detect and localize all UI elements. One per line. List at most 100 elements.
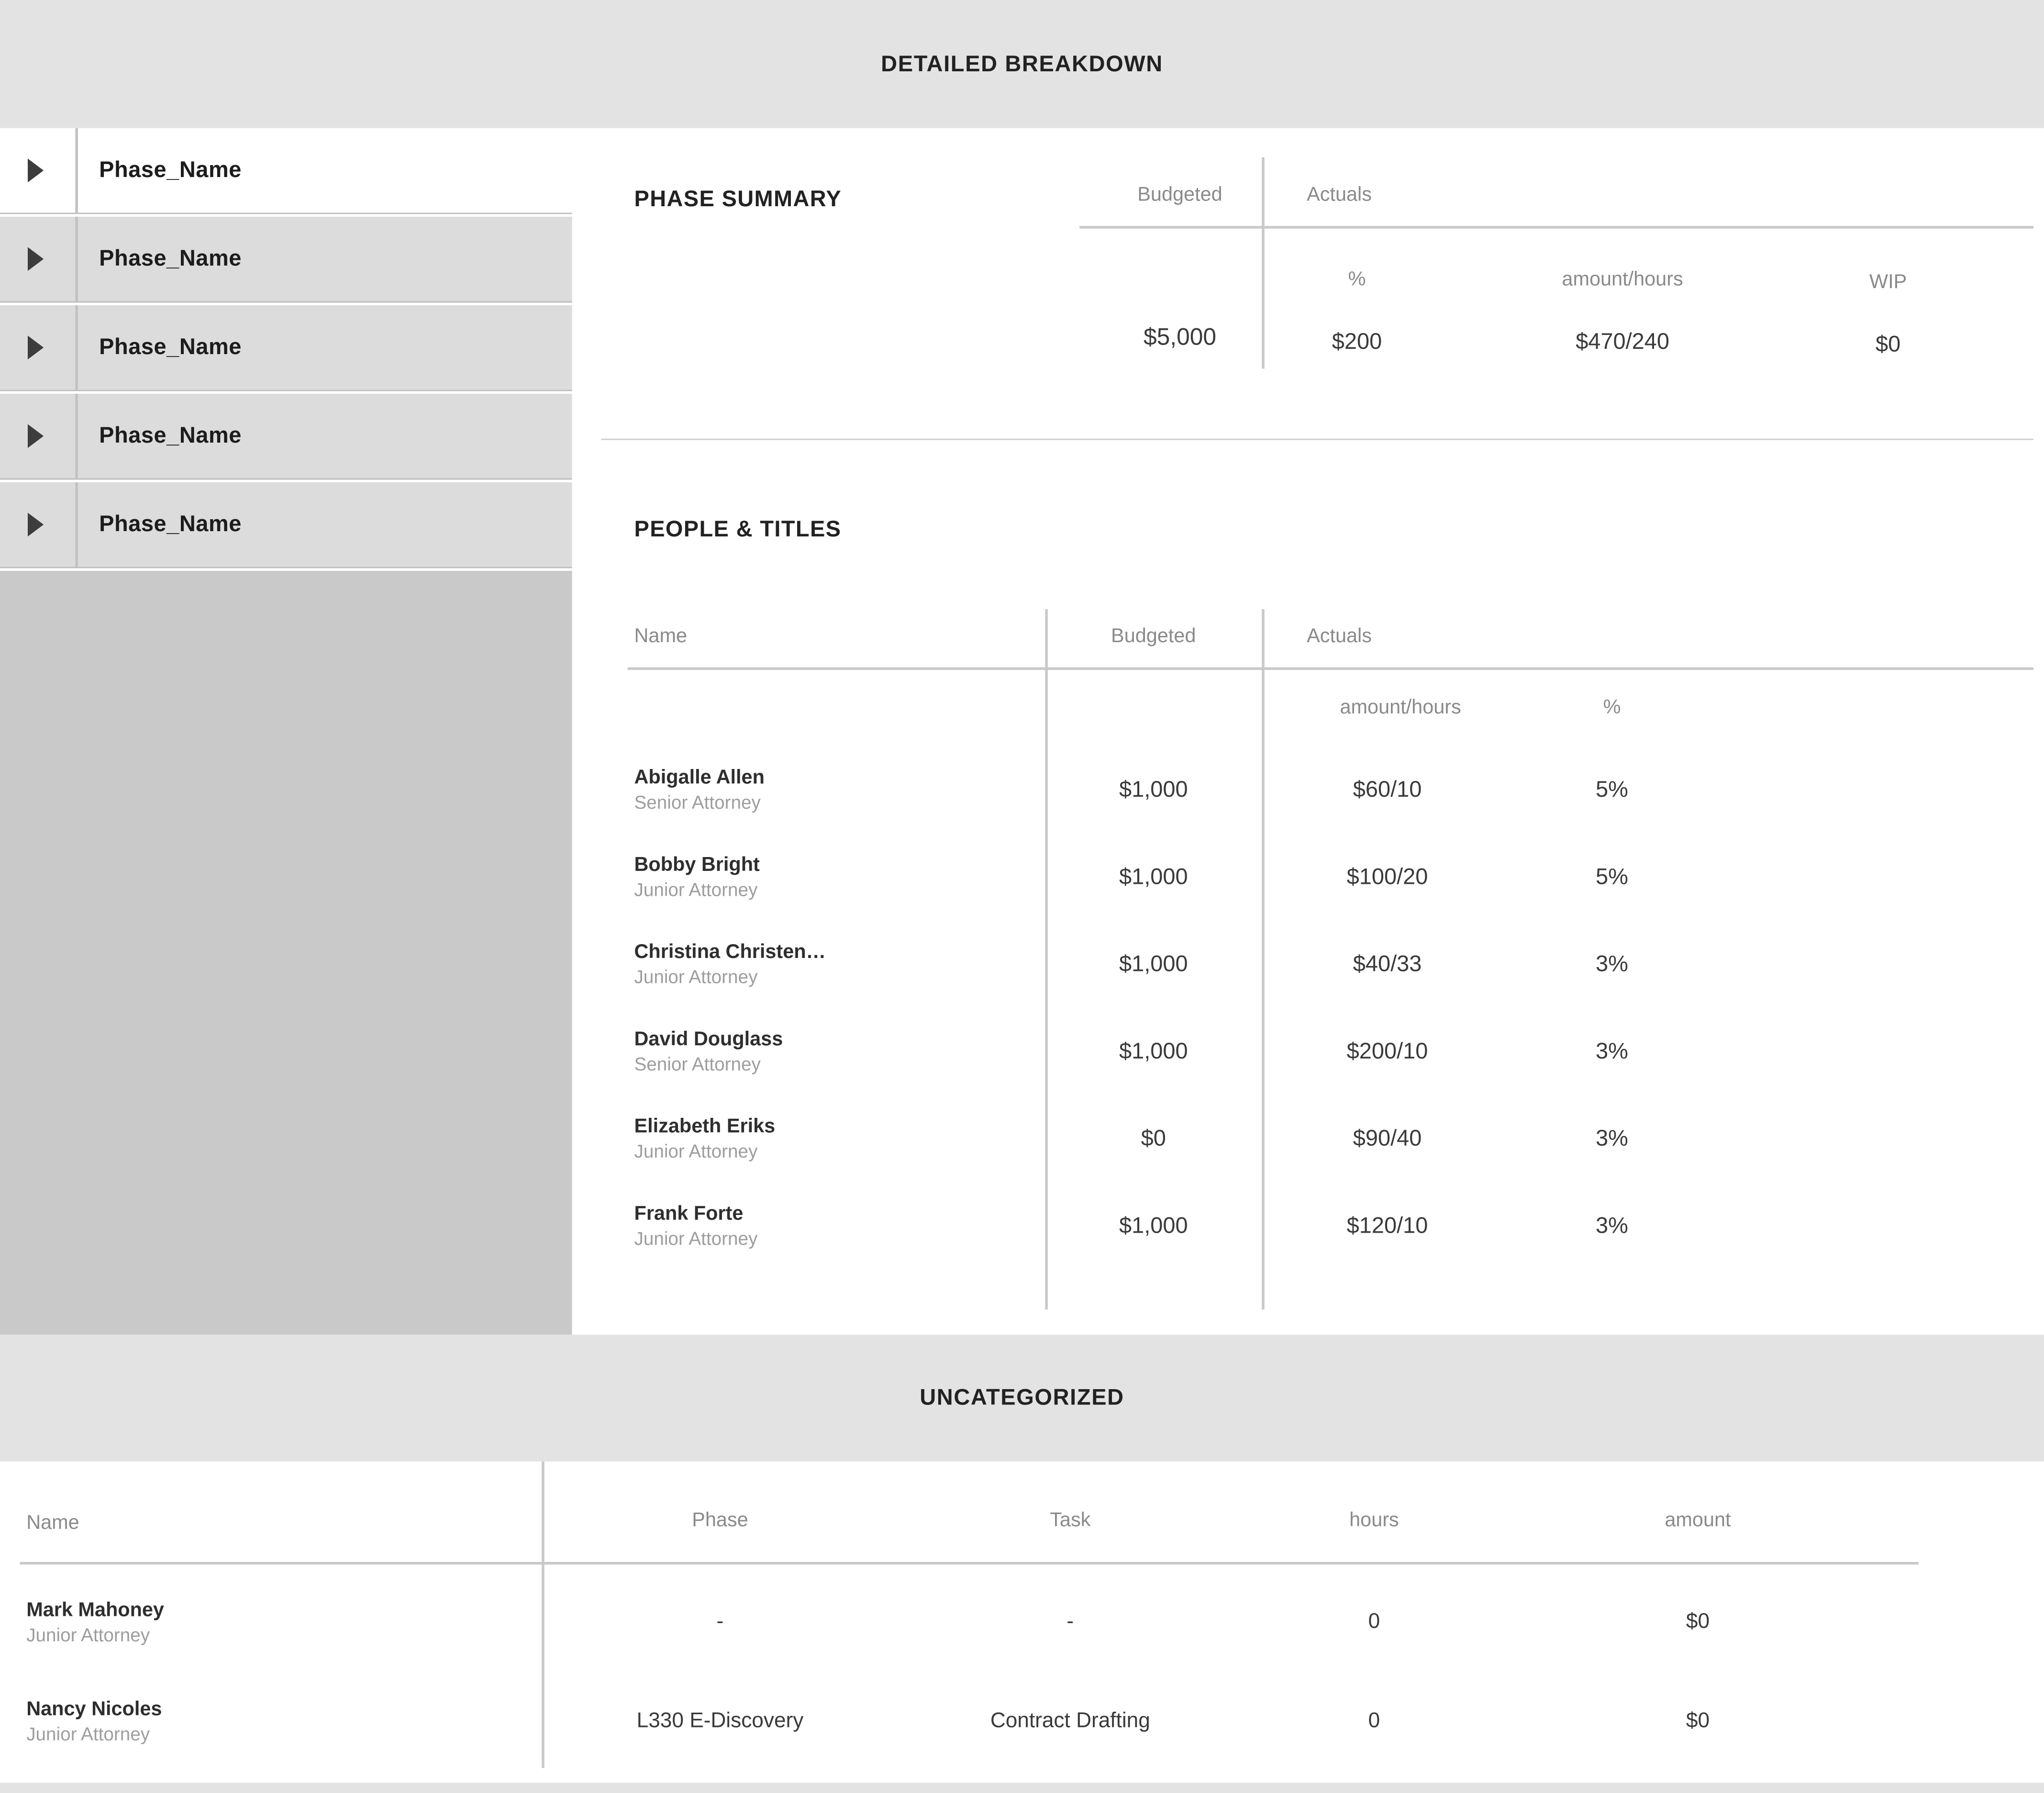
table-row: Nancy Nicoles Junior Attorney L330 E-Dis… bbox=[0, 1671, 2044, 1771]
budgeted-column-header: Budgeted bbox=[1072, 184, 1289, 206]
person-title: Junior Attorney bbox=[634, 878, 1045, 902]
person-title: Junior Attorney bbox=[634, 1139, 1045, 1164]
person-cell: Christina Christen… Junior Attorney bbox=[572, 939, 1045, 990]
person-name: Elizabeth Eriks bbox=[634, 1114, 1045, 1139]
phase-label: Phase_Name bbox=[78, 512, 242, 538]
expand-arrow-icon bbox=[28, 335, 44, 359]
sidebar-item-phase-4[interactable]: Phase_Name bbox=[0, 482, 572, 568]
arrow-cell bbox=[0, 394, 78, 479]
person-cell: Frank Forte Junior Attorney bbox=[572, 1201, 1045, 1251]
amount-hours-value: $40/33 bbox=[1262, 951, 1513, 978]
phase-value: L330 E-Discovery bbox=[542, 1709, 899, 1733]
person-cell: Mark Mahoney Junior Attorney bbox=[0, 1597, 542, 1647]
phase-column-header: Phase bbox=[542, 1509, 899, 1532]
task-column-header: Task bbox=[899, 1509, 1242, 1532]
header-underline bbox=[20, 1562, 1918, 1565]
sidebar-item-phase-3[interactable]: Phase_Name bbox=[0, 394, 572, 479]
budgeted-value: $1,000 bbox=[1045, 1213, 1262, 1239]
percent-value: 3% bbox=[1513, 1213, 1711, 1239]
percent-subheader: % bbox=[1265, 268, 1450, 291]
person-cell: Abigalle Allen Senior Attorney bbox=[572, 765, 1045, 815]
amount-hours-value: $200/10 bbox=[1262, 1039, 1513, 1065]
percent-value: 5% bbox=[1513, 864, 1711, 891]
arrow-cell bbox=[0, 217, 78, 301]
person-name: David Douglass bbox=[634, 1027, 1045, 1052]
actuals-column-header: Actuals bbox=[1307, 184, 1372, 206]
expand-arrow-icon bbox=[28, 158, 44, 182]
uncategorized-band: UNCATEGORIZED bbox=[0, 1335, 2044, 1461]
person-title: Senior Attorney bbox=[634, 1052, 1045, 1077]
percent-value: 3% bbox=[1513, 951, 1711, 978]
person-title: Senior Attorney bbox=[634, 790, 1045, 815]
budgeted-value: $1,000 bbox=[1045, 951, 1262, 978]
percent-value: 3% bbox=[1513, 1126, 1711, 1152]
header-underline bbox=[628, 668, 2033, 670]
percent-value: 5% bbox=[1513, 777, 1711, 803]
amount-column-header: amount bbox=[1506, 1509, 1889, 1532]
person-cell: Bobby Bright Junior Attorney bbox=[572, 852, 1045, 902]
phase-label: Phase_Name bbox=[78, 246, 242, 272]
budgeted-value: $0 bbox=[1045, 1126, 1262, 1152]
phase-sidebar: Phase_Name Phase_Name Phase_Name Phase_N… bbox=[0, 128, 572, 1335]
amount-hours-value: $60/10 bbox=[1262, 777, 1513, 803]
amount-hours-value: $120/10 bbox=[1262, 1213, 1513, 1239]
phase-label: Phase_Name bbox=[78, 423, 242, 449]
people-titles-title: PEOPLE & TITLES bbox=[634, 517, 842, 542]
phase-summary-title: PHASE SUMMARY bbox=[634, 186, 842, 212]
person-title: Junior Attorney bbox=[26, 1721, 542, 1746]
amount-hours-value: $100/20 bbox=[1262, 864, 1513, 891]
sidebar-item-phase-1[interactable]: Phase_Name bbox=[0, 217, 572, 302]
actuals-column-header: Actuals bbox=[1307, 625, 1372, 647]
percent-value: 3% bbox=[1513, 1039, 1711, 1065]
expand-arrow-icon bbox=[28, 247, 44, 271]
people-titles-table: Name Budgeted Actuals amount/hours % Abi… bbox=[572, 609, 2044, 1310]
arrow-cell bbox=[0, 128, 78, 213]
person-cell: Elizabeth Eriks Junior Attorney bbox=[572, 1114, 1045, 1164]
expand-arrow-icon bbox=[28, 512, 44, 536]
main-region: Phase_Name Phase_Name Phase_Name Phase_N… bbox=[0, 128, 2044, 1335]
table-row: Frank Forte Junior Attorney $1,000 $120/… bbox=[572, 1183, 2044, 1270]
sidebar-empty-area bbox=[0, 571, 572, 1335]
table-row: Mark Mahoney Junior Attorney - - 0 $0 bbox=[0, 1572, 2044, 1671]
wip-subheader: WIP bbox=[1796, 271, 1981, 293]
amount-hours-subheader: amount/hours bbox=[1449, 268, 1796, 291]
budgeted-value: $5,000 bbox=[1072, 324, 1289, 352]
person-name: Bobby Bright bbox=[634, 852, 1045, 877]
page-title: DETAILED BREAKDOWN bbox=[881, 51, 1163, 77]
person-cell: Nancy Nicoles Junior Attorney bbox=[0, 1696, 542, 1746]
people-rows: Abigalle Allen Senior Attorney $1,000 $6… bbox=[572, 746, 2044, 1270]
amount-hours-value: $470/240 bbox=[1449, 329, 1796, 356]
budgeted-value: $1,000 bbox=[1045, 1039, 1262, 1065]
name-column-header: Name bbox=[26, 1512, 79, 1534]
table-row: Elizabeth Eriks Junior Attorney $0 $90/4… bbox=[572, 1095, 2044, 1182]
phase-summary-section: PHASE SUMMARY Budgeted Actuals % amount/… bbox=[572, 157, 2044, 376]
hours-value: 0 bbox=[1242, 1610, 1506, 1634]
wip-value: $0 bbox=[1796, 332, 1981, 358]
phase-label: Phase_Name bbox=[78, 334, 242, 361]
name-column-header: Name bbox=[634, 625, 688, 647]
table-row: David Douglass Senior Attorney $1,000 $2… bbox=[572, 1008, 2044, 1095]
person-name: Nancy Nicoles bbox=[26, 1696, 542, 1721]
task-value: Contract Drafting bbox=[899, 1709, 1242, 1733]
sidebar-item-phase-0[interactable]: Phase_Name bbox=[0, 128, 572, 214]
uncategorized-table: Name Phase Task hours amount Mark Mahone… bbox=[0, 1461, 2044, 1782]
hours-column-header: hours bbox=[1242, 1509, 1506, 1532]
task-value: - bbox=[899, 1610, 1242, 1634]
person-title: Junior Attorney bbox=[634, 1226, 1045, 1251]
header-underline bbox=[1079, 226, 2033, 229]
person-title: Junior Attorney bbox=[634, 965, 1045, 990]
person-name: Mark Mahoney bbox=[26, 1597, 542, 1622]
amount-hours-subheader: amount/hours bbox=[1275, 696, 1526, 719]
amount-hours-value: $90/40 bbox=[1262, 1126, 1513, 1152]
hours-value: 0 bbox=[1242, 1709, 1506, 1733]
uncategorized-title: UNCATEGORIZED bbox=[920, 1385, 1124, 1411]
table-row: Bobby Bright Junior Attorney $1,000 $100… bbox=[572, 834, 2044, 921]
phase-value: - bbox=[542, 1610, 899, 1634]
amount-value: $0 bbox=[1506, 1709, 1889, 1733]
budgeted-value: $1,000 bbox=[1045, 777, 1262, 803]
arrow-cell bbox=[0, 482, 78, 567]
person-name: Frank Forte bbox=[634, 1201, 1045, 1226]
arrow-cell bbox=[0, 305, 78, 390]
sidebar-item-phase-2[interactable]: Phase_Name bbox=[0, 305, 572, 391]
section-divider bbox=[601, 439, 2033, 440]
